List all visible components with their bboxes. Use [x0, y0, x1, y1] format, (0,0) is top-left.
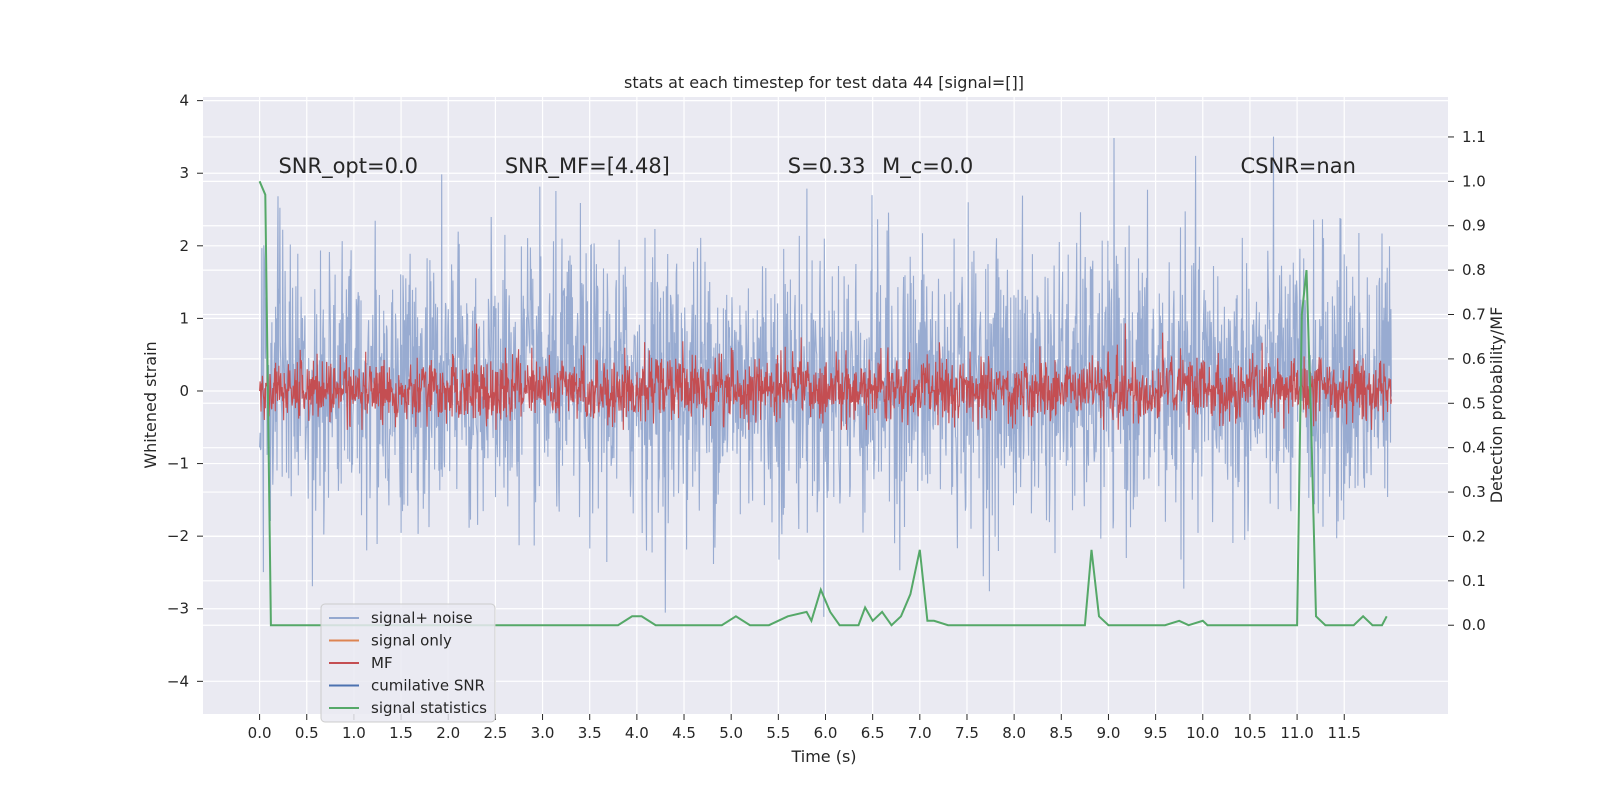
- y-tick-label: −3: [167, 600, 189, 618]
- y-tick-label: −4: [167, 672, 189, 690]
- x-tick-label: 7.5: [955, 724, 979, 742]
- signal-noise-line: [259, 136, 1392, 617]
- legend-label: signal statistics: [371, 699, 487, 717]
- legend-label: signal+ noise: [371, 609, 473, 627]
- x-tick-label: 0.0: [248, 724, 272, 742]
- x-tick-label: 8.0: [1002, 724, 1026, 742]
- y-right-tick-label: 0.7: [1462, 306, 1486, 324]
- x-tick-label: 2.0: [436, 724, 460, 742]
- y-right-tick-label: 0.4: [1462, 439, 1486, 457]
- tick-layer: 0.0 0.5 1.0 1.5 2.0 2.5 3.0 3.5 4.0 4.5 5.0 5.5 6.0 6…: [167, 92, 1486, 742]
- x-tick-label: 3.0: [531, 724, 555, 742]
- y-tick-label: −2: [167, 527, 189, 545]
- x-axis-title: Time (s): [790, 747, 856, 766]
- legend-label: cumilative SNR: [371, 677, 485, 695]
- annotation-4: CSNR=nan: [1241, 154, 1356, 178]
- legend-label: signal only: [371, 632, 452, 650]
- x-tick-label: 3.5: [578, 724, 602, 742]
- y-right-tick-label: 0.3: [1462, 483, 1486, 501]
- series-layer: [258, 136, 1392, 627]
- x-tick-label: 11.0: [1280, 724, 1313, 742]
- y-right-tick-label: 1.1: [1462, 128, 1486, 146]
- annotation-2: S=0.33: [788, 154, 866, 178]
- x-tick-label: 1.0: [342, 724, 366, 742]
- mf-line: [259, 323, 1392, 430]
- x-tick-label: 6.5: [861, 724, 885, 742]
- x-tick-label: 5.5: [766, 724, 790, 742]
- x-tick-label: 8.5: [1049, 724, 1073, 742]
- y-right-tick-label: 0.5: [1462, 394, 1486, 412]
- y-tick-label: 2: [179, 237, 189, 255]
- legend-label: MF: [371, 654, 393, 672]
- annotation-layer: SNR_opt=0.0 SNR_MF=[4.48] S=0.33 M_c=0.0 CSN…: [278, 154, 1355, 179]
- chart-title: stats at each timestep for test data 44 …: [624, 73, 1024, 92]
- y-tick-label: 0: [179, 382, 189, 400]
- x-tick-label: 10.0: [1186, 724, 1219, 742]
- annotation-1: SNR_MF=[4.48]: [505, 154, 670, 179]
- annotation-0: SNR_opt=0.0: [278, 154, 418, 179]
- y-right-tick-label: 0.0: [1462, 616, 1486, 634]
- legend-box: [320, 603, 496, 723]
- y-tick-label: 1: [179, 309, 189, 327]
- y-tick-label: −1: [167, 455, 189, 473]
- y-right-tick-label: 0.2: [1462, 527, 1486, 545]
- x-tick-label: 4.5: [672, 724, 696, 742]
- y-tick-label: 3: [179, 164, 189, 182]
- annotation-3: M_c=0.0: [882, 154, 973, 179]
- x-tick-label: 9.0: [1097, 724, 1121, 742]
- y-right-tick-label: 1.0: [1462, 172, 1486, 190]
- y-right-axis-title: Detection probability/MF: [1487, 307, 1506, 504]
- x-tick-label: 2.5: [483, 724, 507, 742]
- signal-statistics-line: [258, 180, 1388, 627]
- y-right-tick-label: 0.8: [1462, 261, 1486, 279]
- y-right-tick-label: 0.9: [1462, 217, 1486, 235]
- y-tick-label: 4: [179, 92, 189, 110]
- x-tick-label: 9.5: [1144, 724, 1168, 742]
- x-tick-label: 0.5: [295, 724, 319, 742]
- x-tick-label: 4.0: [625, 724, 649, 742]
- y-right-tick-label: 0.1: [1462, 572, 1486, 590]
- x-tick-label: 11.5: [1328, 724, 1361, 742]
- x-tick-label: 5.0: [719, 724, 743, 742]
- x-tick-label: 7.0: [908, 724, 932, 742]
- y-right-tick-label: 0.6: [1462, 350, 1486, 368]
- x-tick-label: 10.5: [1233, 724, 1266, 742]
- y-axis-title: Whitened strain: [141, 341, 160, 468]
- x-tick-label: 1.5: [389, 724, 413, 742]
- x-tick-label: 6.0: [814, 724, 838, 742]
- legend: signal+ noise signal only MF cumilative SNR…: [320, 603, 496, 723]
